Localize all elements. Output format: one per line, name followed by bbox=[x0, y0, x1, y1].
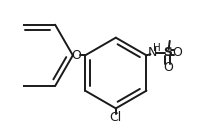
Text: O: O bbox=[163, 61, 173, 74]
Text: S: S bbox=[163, 46, 172, 59]
Text: O: O bbox=[172, 46, 182, 59]
Text: H: H bbox=[153, 43, 161, 53]
Text: Cl: Cl bbox=[110, 111, 122, 124]
Text: O: O bbox=[71, 49, 81, 62]
Text: N: N bbox=[148, 46, 157, 59]
